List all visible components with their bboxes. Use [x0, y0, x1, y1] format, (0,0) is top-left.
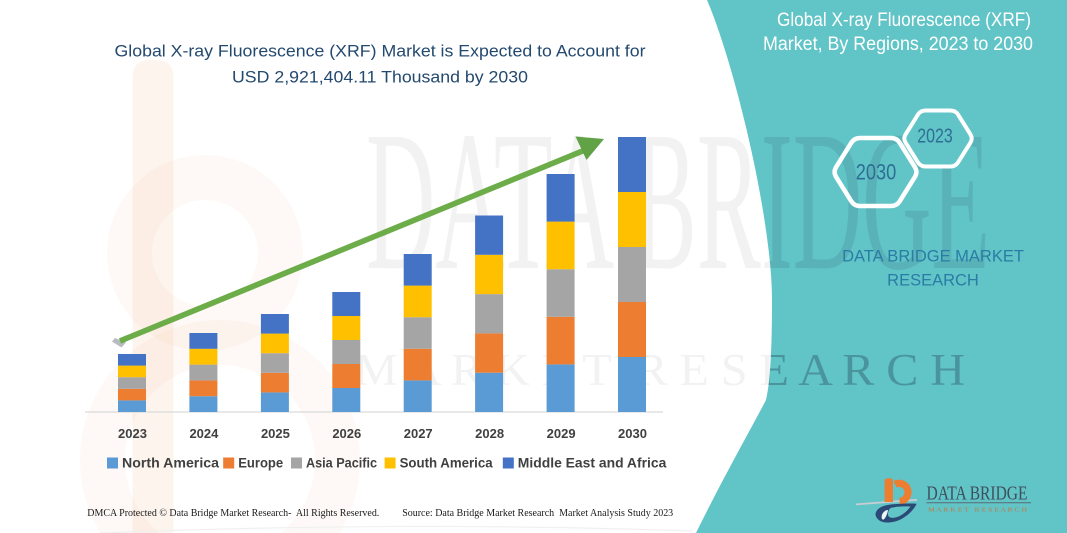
svg-text:Market, By Regions, 2023 to 20: Market, By Regions, 2023 to 2030 — [763, 34, 1033, 55]
svg-text:M A R K E T R E S E A R C H: M A R K E T R E S E A R C H — [928, 507, 1027, 514]
svg-text:2028: 2028 — [475, 426, 504, 441]
svg-text:2023: 2023 — [118, 426, 147, 441]
svg-text:USD 2,921,404.11 Thousand by 2: USD 2,921,404.11 Thousand by 2030 — [232, 68, 528, 87]
svg-text:North America: North America — [122, 456, 220, 471]
svg-text:Source: Data Bridge Market Res: Source: Data Bridge Market Research Mark… — [402, 508, 673, 519]
svg-text:Global X-ray Fluorescence (XRF: Global X-ray Fluorescence (XRF) Market i… — [115, 42, 646, 61]
svg-text:DMCA Protected © Data Bridge M: DMCA Protected © Data Bridge Market Rese… — [87, 508, 379, 519]
svg-text:RESEARCH: RESEARCH — [887, 272, 979, 290]
svg-text:Middle East and Africa: Middle East and Africa — [518, 456, 667, 471]
svg-text:South America: South America — [400, 456, 493, 471]
svg-text:2030: 2030 — [618, 426, 647, 441]
svg-text:2026: 2026 — [332, 426, 361, 441]
svg-text:DATA BRIDGE: DATA BRIDGE — [927, 483, 1028, 505]
svg-text:Asia Pacific: Asia Pacific — [306, 456, 377, 471]
svg-text:2027: 2027 — [404, 426, 433, 441]
svg-text:2029: 2029 — [547, 426, 576, 441]
svg-text:Global X-ray Fluorescence (XRF: Global X-ray Fluorescence (XRF) — [777, 10, 1031, 31]
svg-text:2024: 2024 — [189, 426, 219, 441]
svg-text:2025: 2025 — [261, 426, 290, 441]
svg-text:2023: 2023 — [917, 126, 953, 148]
svg-text:DATA BRIDGE MARKET: DATA BRIDGE MARKET — [842, 248, 1024, 266]
svg-text:Europe: Europe — [238, 456, 283, 471]
svg-text:2030: 2030 — [856, 159, 897, 184]
